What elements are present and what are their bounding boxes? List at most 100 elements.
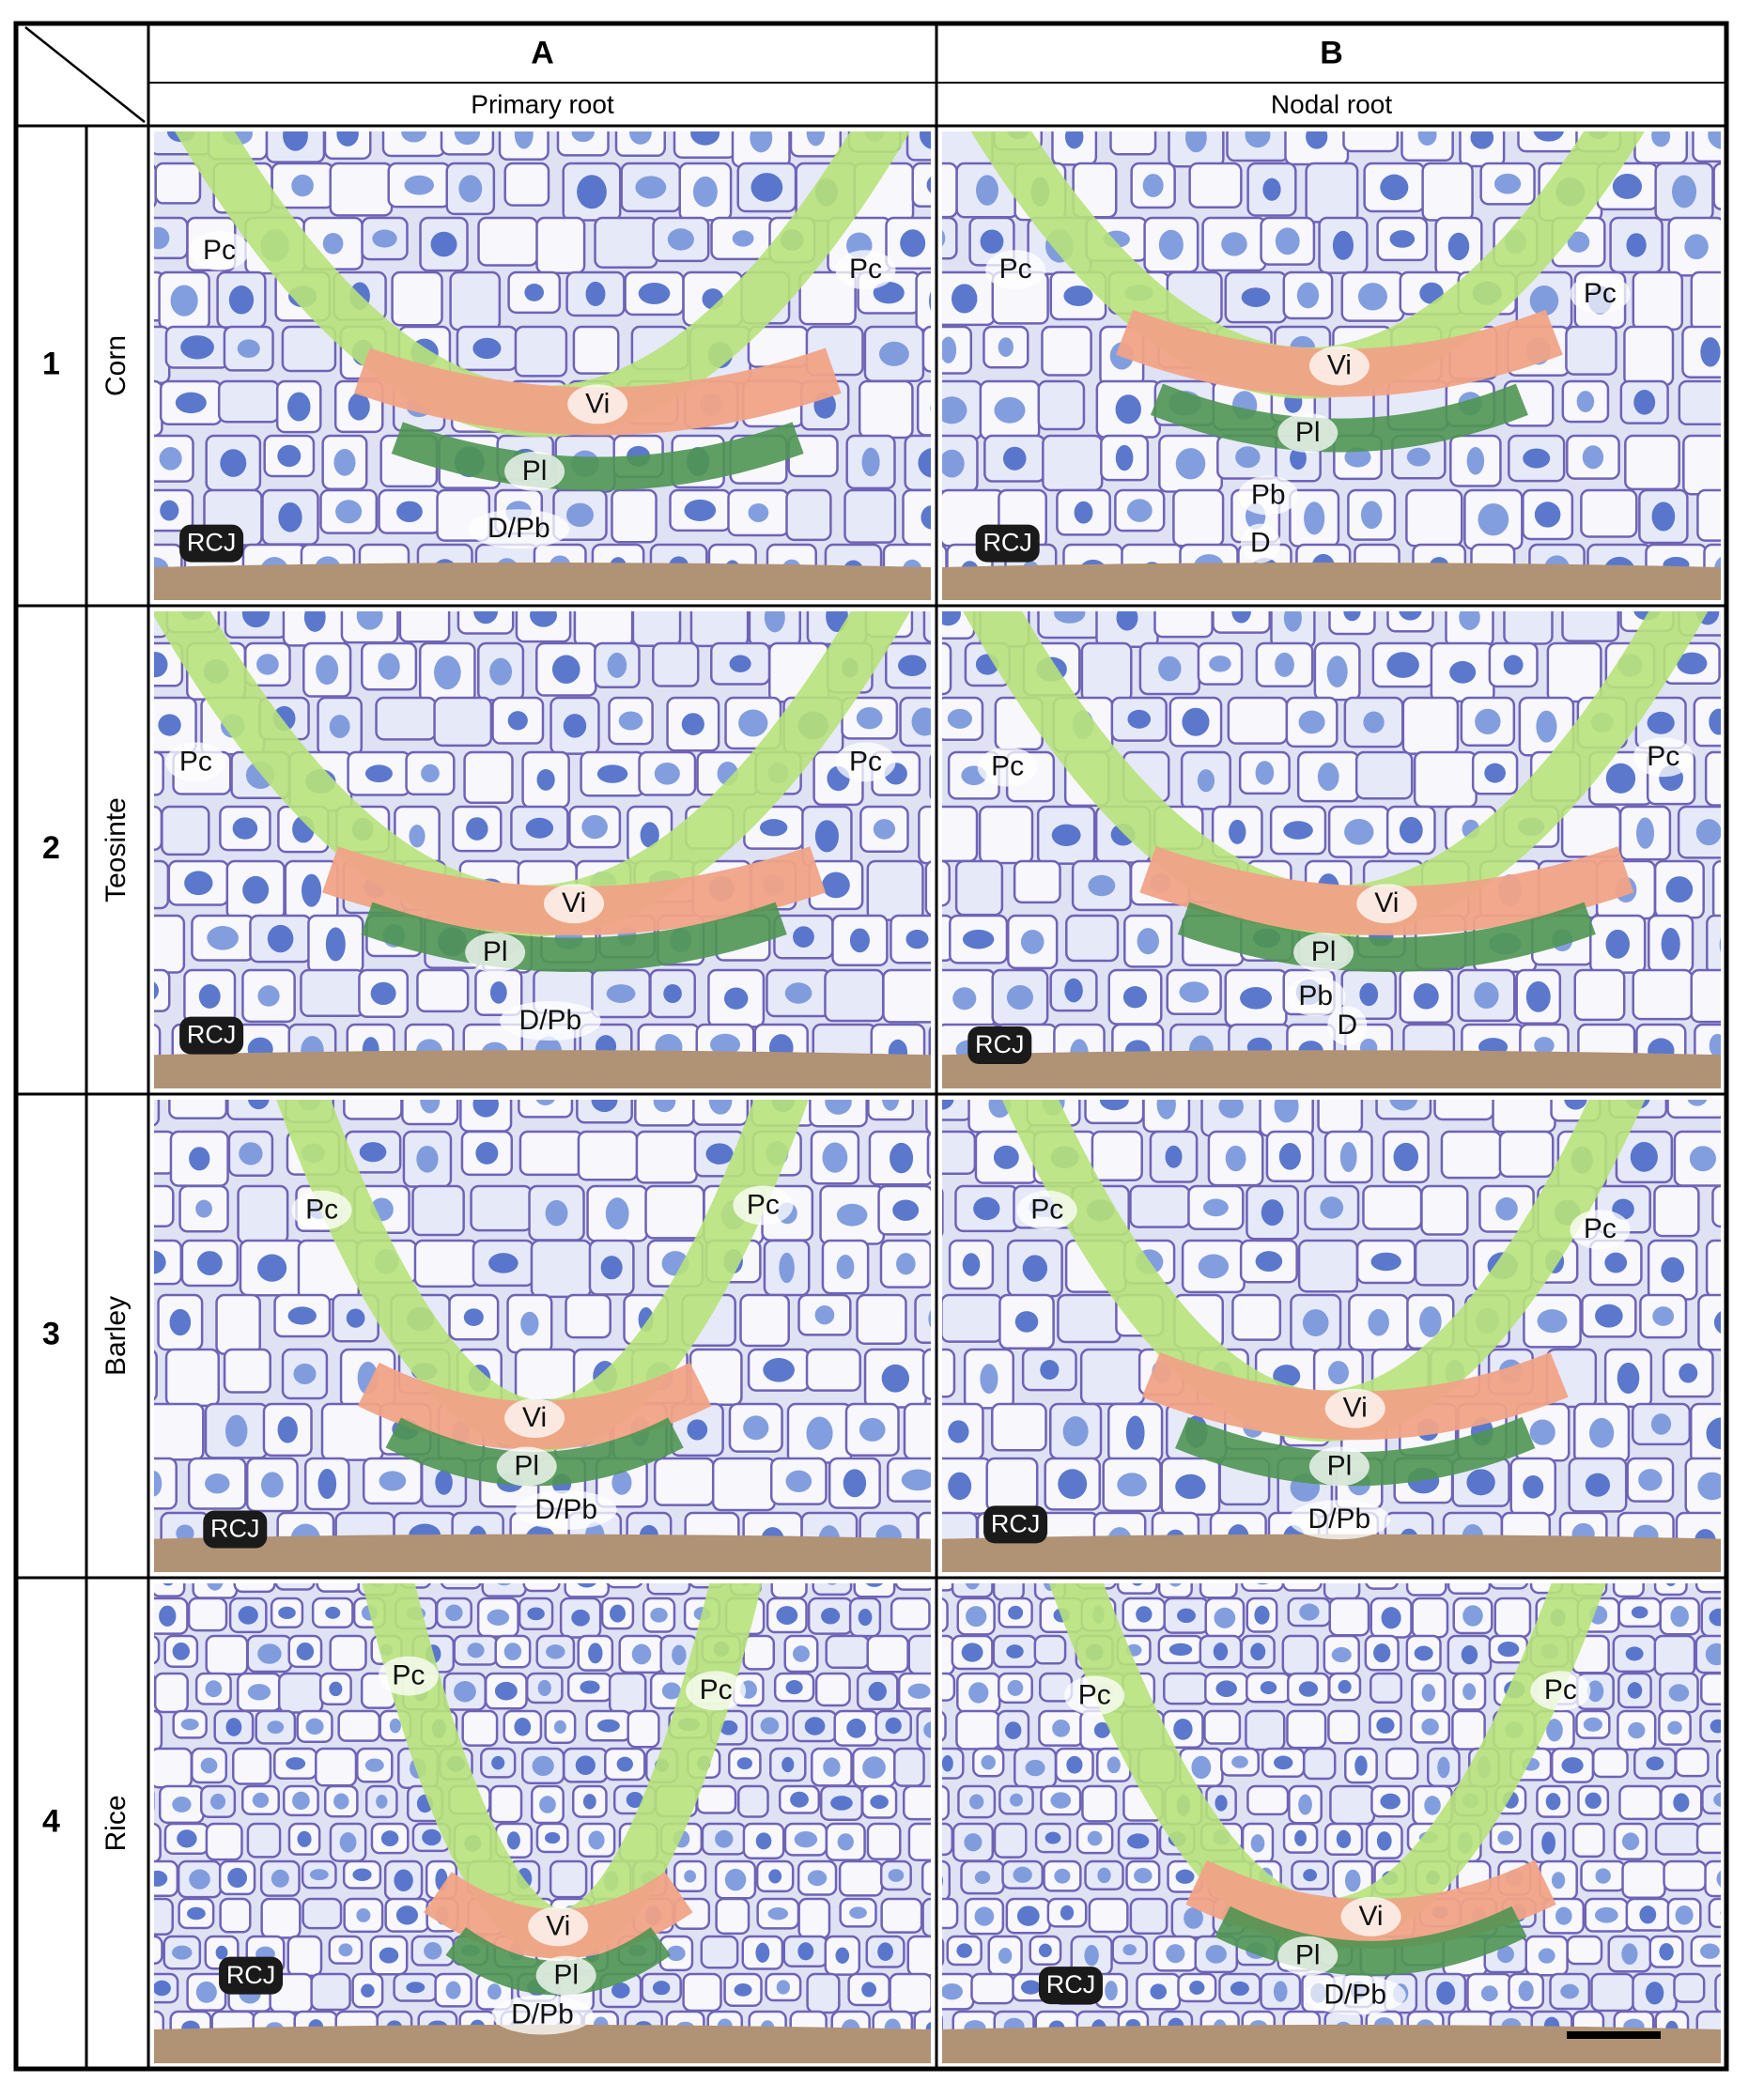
nucleus (763, 1358, 795, 1382)
cell (168, 1100, 228, 1120)
cell (154, 1935, 163, 1966)
nucleus (335, 500, 363, 524)
nucleus (1576, 391, 1595, 412)
nucleus (1116, 611, 1138, 631)
nucleus (1462, 1605, 1483, 1627)
nucleus (1175, 1869, 1195, 1884)
label-badge (219, 1956, 284, 1995)
cell (416, 968, 470, 1013)
cell (798, 270, 857, 326)
nucleus (628, 131, 652, 145)
cell (1033, 1634, 1067, 1665)
nucleus (581, 814, 608, 840)
cell (154, 1402, 205, 1461)
micrograph: Pc Pc Vi Pl D/Pb RCJ (942, 1100, 1721, 1572)
cell (1362, 1184, 1423, 1230)
label-halo (465, 933, 526, 973)
nucleus (378, 653, 400, 680)
nucleus (205, 1473, 230, 1494)
nucleus (901, 1469, 931, 1491)
nucleus (919, 131, 931, 149)
nucleus (1493, 173, 1522, 194)
cell (858, 379, 914, 440)
cell (1328, 611, 1376, 636)
region-label: D/Pb (534, 1494, 597, 1525)
cell (1013, 859, 1061, 904)
cell (904, 434, 931, 491)
nucleus (1399, 816, 1423, 844)
nucleus (588, 1830, 605, 1850)
nucleus (184, 871, 213, 896)
nucleus (868, 1681, 887, 1702)
cell (1493, 1597, 1532, 1639)
nucleus (1447, 232, 1470, 261)
nucleus (303, 611, 326, 632)
nucleus (537, 1679, 551, 1697)
nucleus (588, 1643, 603, 1664)
nucleus (172, 1945, 193, 1960)
cell (1286, 1709, 1327, 1750)
cell (825, 1634, 871, 1670)
cell (942, 1859, 952, 1902)
cell (398, 611, 451, 643)
cell (594, 216, 658, 269)
cell (1281, 1634, 1319, 1676)
nucleus (1274, 1755, 1293, 1770)
nucleus (1004, 1721, 1022, 1740)
nucleus (1541, 1831, 1556, 1855)
cell (1663, 1859, 1708, 1892)
cell (488, 1784, 523, 1824)
nucleus (1585, 1473, 1611, 1497)
cell (1042, 434, 1104, 492)
nucleus (227, 1867, 248, 1889)
root-cap (942, 1050, 1721, 1088)
nucleus (445, 1981, 461, 1999)
cell (514, 1348, 578, 1402)
region-label: Pc (999, 254, 1032, 285)
nucleus (1197, 769, 1215, 793)
nucleus (849, 1906, 867, 1920)
cell (503, 162, 550, 207)
nucleus (994, 396, 1026, 424)
nucleus (422, 1828, 441, 1846)
nucleus (120, 393, 144, 423)
nucleus (926, 177, 931, 193)
nucleus (305, 1718, 324, 1735)
nucleus (1214, 1607, 1236, 1628)
label-halo (496, 1446, 557, 1487)
nucleus (1273, 1981, 1288, 2002)
nucleus (1470, 131, 1494, 149)
nucleus (1298, 1681, 1319, 1697)
nucleus (942, 336, 957, 363)
nucleus (434, 656, 461, 690)
nucleus (1127, 709, 1152, 729)
nucleus (1462, 1683, 1477, 1701)
region-label: Pc (1078, 1679, 1111, 1710)
nucleus (116, 285, 150, 308)
nucleus (430, 231, 457, 257)
nucleus (1684, 234, 1709, 260)
nucleus (1389, 230, 1416, 248)
nucleus (1050, 1792, 1072, 1809)
nucleus (709, 1033, 741, 1056)
cell (1203, 1709, 1242, 1745)
nucleus (1729, 1985, 1744, 2001)
nucleus (571, 131, 595, 143)
nucleus (1169, 1583, 1182, 1587)
nucleus (1058, 1469, 1088, 1500)
cell (805, 1348, 861, 1392)
label-halo (535, 1955, 596, 1996)
nucleus (606, 984, 636, 1003)
nucleus (1177, 1608, 1196, 1624)
nucleus (790, 1791, 809, 1808)
region-label: Pc (1584, 1213, 1617, 1244)
nucleus (1230, 1981, 1249, 1997)
nucleus (1044, 1831, 1061, 1844)
cell (1041, 325, 1092, 377)
cell (715, 1897, 750, 1936)
nucleus (961, 1643, 983, 1662)
nucleus (472, 1100, 499, 1118)
cell (1246, 1784, 1290, 1816)
micrograph: Pc Pc Vi Pl PbD RCJ (942, 611, 1721, 1088)
region-label: Pl (1295, 417, 1321, 448)
